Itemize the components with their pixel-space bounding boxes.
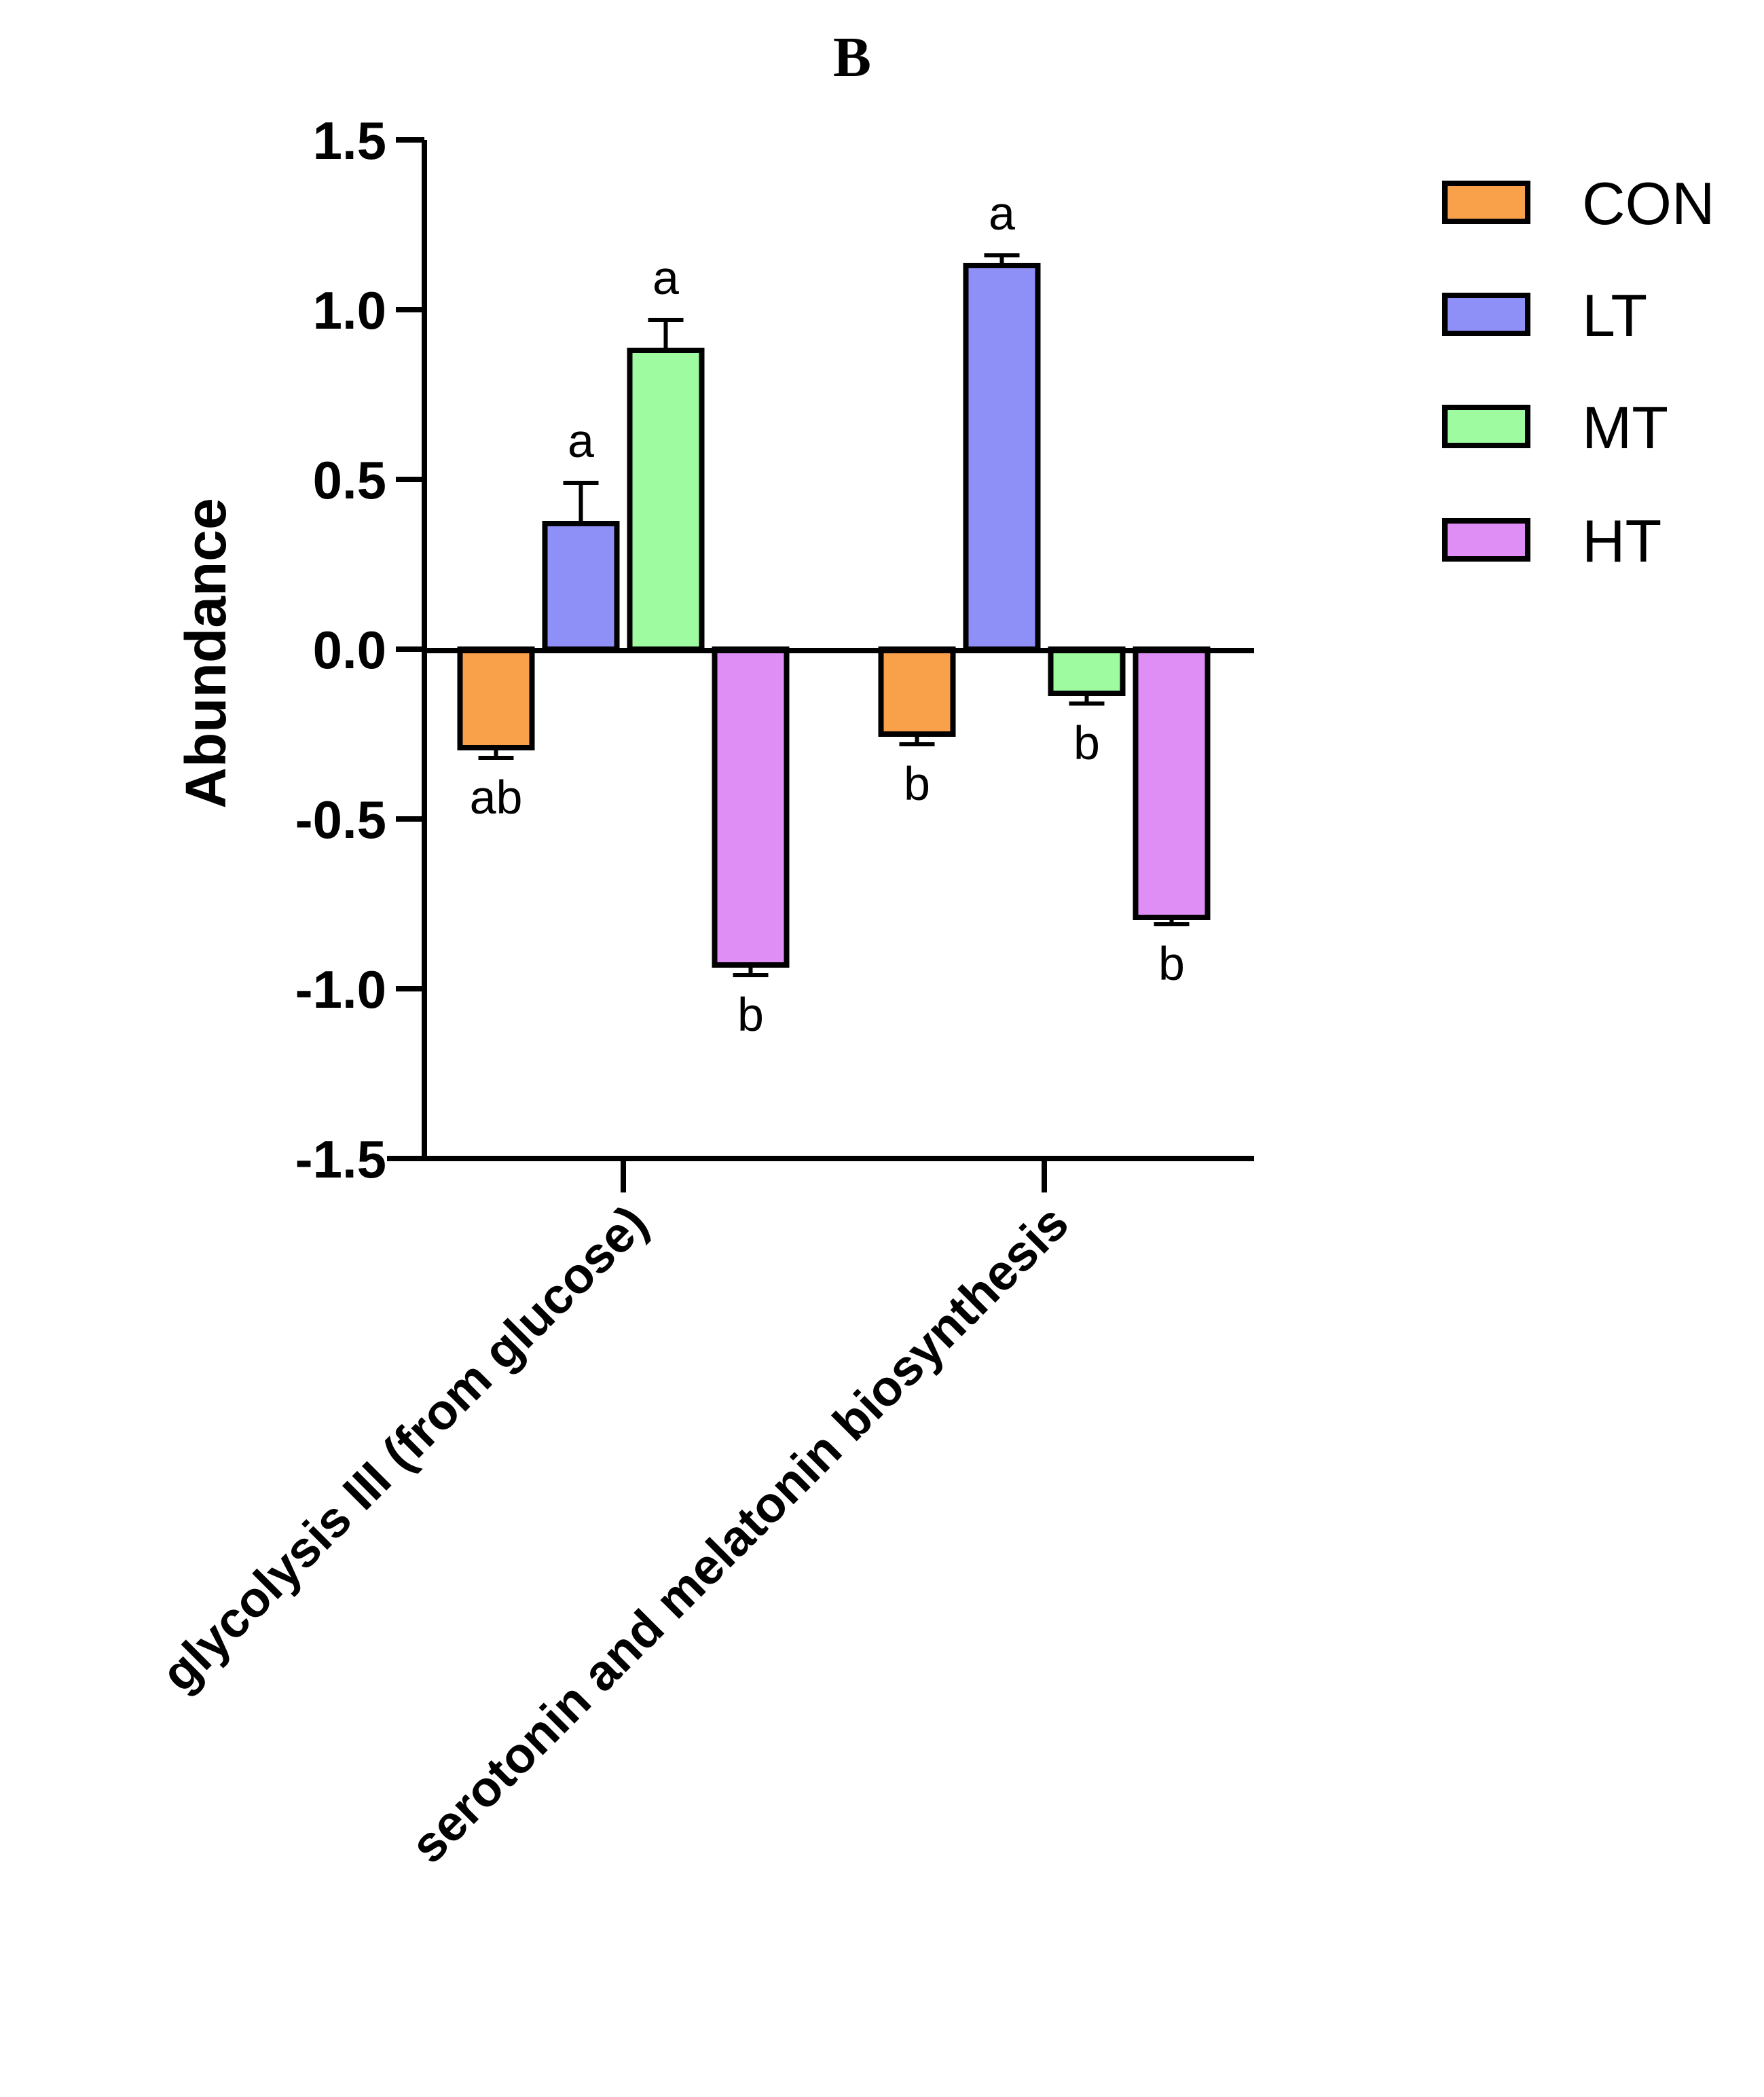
bar-con-1 [878, 646, 956, 737]
panel-label: B [833, 26, 871, 89]
bar-lt-1 [963, 263, 1041, 652]
y-axis-ticks: 1.5 1.0 0.5 0.0 -0.5 -1.0 -1.5 [295, 111, 424, 1189]
bar-ht-1 [1133, 646, 1211, 920]
x-category-label: serotonin and melatonin biosynthesis [400, 1195, 1080, 1874]
significance-label: b [904, 757, 930, 810]
y-tick-label: -1.0 [295, 960, 386, 1019]
legend-swatch-ht [1442, 518, 1530, 562]
bar-lt-0 [542, 521, 620, 652]
y-axis-title: Abundance [174, 498, 238, 808]
legend: CON LT MT HT [1442, 170, 1715, 575]
y-tick-label: 1.0 [313, 280, 386, 340]
x-category-label: glycolysis III (from glucose) [150, 1195, 658, 1702]
bar-mt-1 [1048, 646, 1126, 696]
x-axis-categories: glycolysis III (from glucose)serotonin a… [150, 1159, 1079, 1874]
legend-label-mt: MT [1582, 394, 1668, 461]
legend-swatch-mt [1442, 405, 1530, 448]
y-tick-label: 0.0 [313, 620, 386, 680]
bar-con-0 [457, 646, 535, 750]
bar-mt-0 [627, 348, 705, 652]
legend-label-lt: LT [1582, 282, 1647, 349]
significance-label: a [989, 187, 1015, 240]
significance-label: b [737, 988, 764, 1041]
significance-label: b [1158, 937, 1185, 990]
y-tick-label: 0.5 [313, 450, 386, 510]
significance-label: ab [470, 771, 523, 824]
significance-label: b [1073, 716, 1100, 769]
legend-swatch-lt [1442, 293, 1530, 336]
y-tick-label: -1.5 [295, 1129, 386, 1189]
significance-label: a [653, 251, 679, 304]
significance-label: a [568, 414, 594, 467]
legend-swatch-con [1442, 181, 1530, 224]
legend-label-ht: HT [1582, 507, 1661, 575]
y-tick-label: -0.5 [295, 790, 386, 850]
bar-ht-0 [712, 646, 790, 968]
y-tick-label: 1.5 [313, 111, 386, 170]
legend-label-con: CON [1582, 170, 1715, 237]
